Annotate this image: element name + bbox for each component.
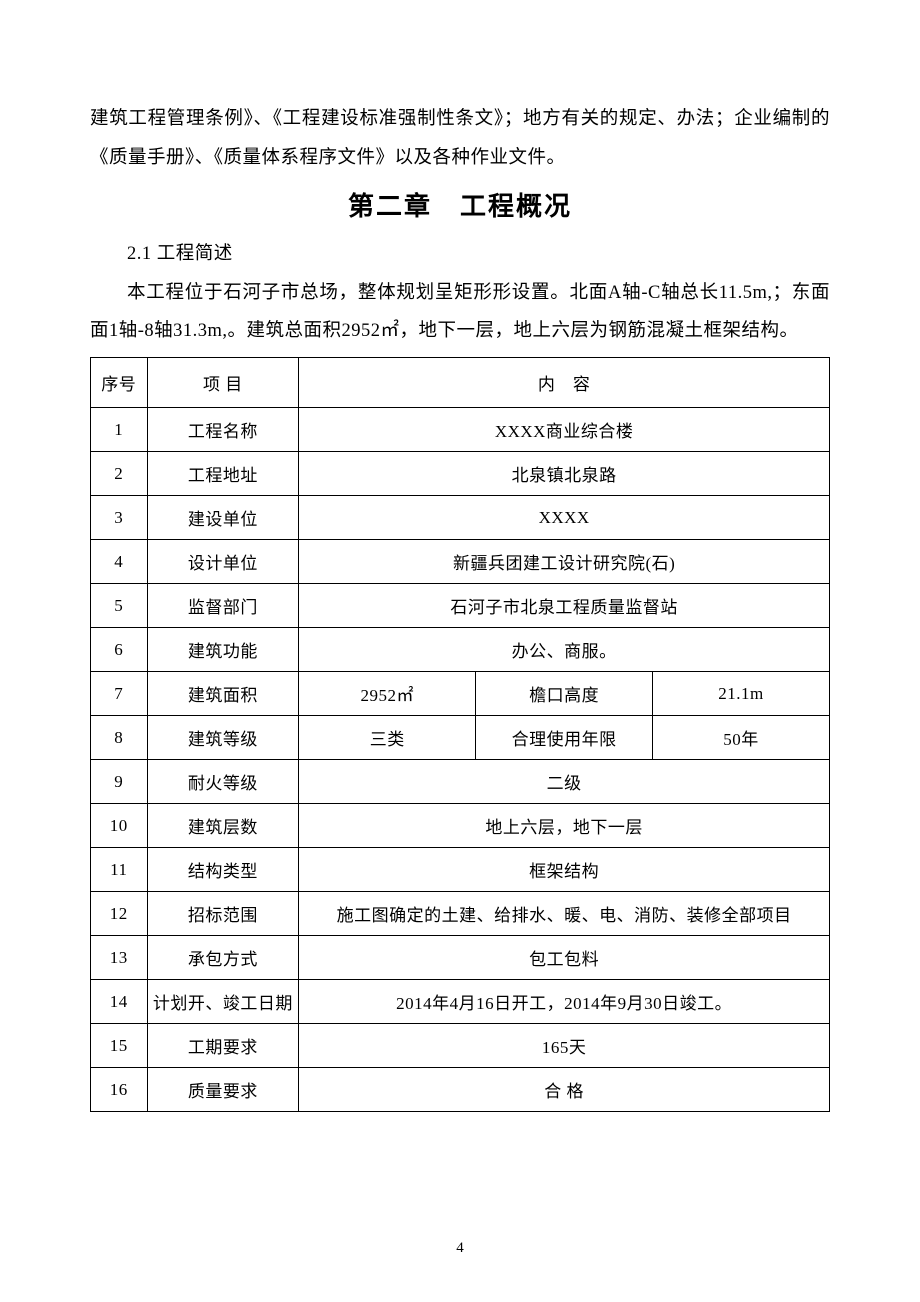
header-content: 内 容 — [299, 358, 830, 408]
cell-content: 地上六层，地下一层 — [299, 804, 830, 848]
section-number: 2.1 工程简述 — [90, 235, 830, 274]
table-row: 16 质量要求 合 格 — [91, 1068, 830, 1112]
cell-seq: 9 — [91, 760, 148, 804]
cell-seq: 13 — [91, 936, 148, 980]
cell-seq: 16 — [91, 1068, 148, 1112]
chapter-title: 第二章 工程概况 — [90, 186, 830, 223]
cell-seq: 15 — [91, 1024, 148, 1068]
table-row: 13 承包方式 包工包料 — [91, 936, 830, 980]
cell-item: 招标范围 — [147, 892, 299, 936]
table-row: 5 监督部门 石河子市北泉工程质量监督站 — [91, 584, 830, 628]
cell-content: 北泉镇北泉路 — [299, 452, 830, 496]
cell-content: 包工包料 — [299, 936, 830, 980]
cell-seq: 2 — [91, 452, 148, 496]
table-row: 2 工程地址 北泉镇北泉路 — [91, 452, 830, 496]
cell-content: 三类 — [299, 716, 476, 760]
cell-content: 2952㎡ — [299, 672, 476, 716]
cell-content: 合 格 — [299, 1068, 830, 1112]
cell-content: 框架结构 — [299, 848, 830, 892]
cell-item: 建筑功能 — [147, 628, 299, 672]
cell-content: XXXX — [299, 496, 830, 540]
table-row: 15 工期要求 165天 — [91, 1024, 830, 1068]
cell-seq: 14 — [91, 980, 148, 1024]
cell-content: 新疆兵团建工设计研究院(石) — [299, 540, 830, 584]
cell-seq: 5 — [91, 584, 148, 628]
cell-seq: 6 — [91, 628, 148, 672]
cell-item: 工程地址 — [147, 452, 299, 496]
cell-item: 质量要求 — [147, 1068, 299, 1112]
table-row: 1 工程名称 XXXX商业综合楼 — [91, 408, 830, 452]
table-row: 9 耐火等级 二级 — [91, 760, 830, 804]
intro-paragraph: 建筑工程管理条例》、《工程建设标准强制性条文》；地方有关的规定、办法；企业编制的… — [90, 100, 830, 178]
header-item: 项 目 — [147, 358, 299, 408]
cell-item: 建筑面积 — [147, 672, 299, 716]
table-row: 4 设计单位 新疆兵团建工设计研究院(石) — [91, 540, 830, 584]
page-number: 4 — [0, 1240, 920, 1257]
description-paragraph: 本工程位于石河子市总场，整体规划呈矩形形设置。北面A轴-C轴总长11.5m,；东… — [90, 274, 830, 352]
cell-item: 耐火等级 — [147, 760, 299, 804]
table-row: 11 结构类型 框架结构 — [91, 848, 830, 892]
cell-seq: 7 — [91, 672, 148, 716]
table-row: 7 建筑面积 2952㎡ 檐口高度 21.1m — [91, 672, 830, 716]
cell-seq: 4 — [91, 540, 148, 584]
table-row: 14 计划开、竣工日期 2014年4月16日开工，2014年9月30日竣工。 — [91, 980, 830, 1024]
cell-item: 工期要求 — [147, 1024, 299, 1068]
table-row: 8 建筑等级 三类 合理使用年限 50年 — [91, 716, 830, 760]
cell-item: 建筑等级 — [147, 716, 299, 760]
table-row: 12 招标范围 施工图确定的土建、给排水、暖、电、消防、装修全部项目 — [91, 892, 830, 936]
cell-seq: 12 — [91, 892, 148, 936]
cell-content: 21.1m — [653, 672, 830, 716]
cell-item: 结构类型 — [147, 848, 299, 892]
cell-content: 2014年4月16日开工，2014年9月30日竣工。 — [299, 980, 830, 1024]
table-row: 10 建筑层数 地上六层，地下一层 — [91, 804, 830, 848]
cell-content: XXXX商业综合楼 — [299, 408, 830, 452]
cell-content: 165天 — [299, 1024, 830, 1068]
cell-content: 檐口高度 — [476, 672, 653, 716]
project-overview-table: 序号 项 目 内 容 1 工程名称 XXXX商业综合楼 2 工程地址 北泉镇北泉… — [90, 357, 830, 1112]
cell-content: 石河子市北泉工程质量监督站 — [299, 584, 830, 628]
cell-content: 50年 — [653, 716, 830, 760]
table-row: 6 建筑功能 办公、商服。 — [91, 628, 830, 672]
cell-content: 施工图确定的土建、给排水、暖、电、消防、装修全部项目 — [299, 892, 830, 936]
cell-seq: 3 — [91, 496, 148, 540]
table-header-row: 序号 项 目 内 容 — [91, 358, 830, 408]
table-row: 3 建设单位 XXXX — [91, 496, 830, 540]
cell-item: 承包方式 — [147, 936, 299, 980]
cell-item: 建设单位 — [147, 496, 299, 540]
cell-seq: 1 — [91, 408, 148, 452]
cell-item: 监督部门 — [147, 584, 299, 628]
cell-content: 办公、商服。 — [299, 628, 830, 672]
header-seq: 序号 — [91, 358, 148, 408]
cell-seq: 11 — [91, 848, 148, 892]
cell-content: 合理使用年限 — [476, 716, 653, 760]
cell-item: 工程名称 — [147, 408, 299, 452]
cell-item: 建筑层数 — [147, 804, 299, 848]
cell-item: 设计单位 — [147, 540, 299, 584]
cell-item: 计划开、竣工日期 — [147, 980, 299, 1024]
cell-seq: 10 — [91, 804, 148, 848]
cell-seq: 8 — [91, 716, 148, 760]
cell-content: 二级 — [299, 760, 830, 804]
